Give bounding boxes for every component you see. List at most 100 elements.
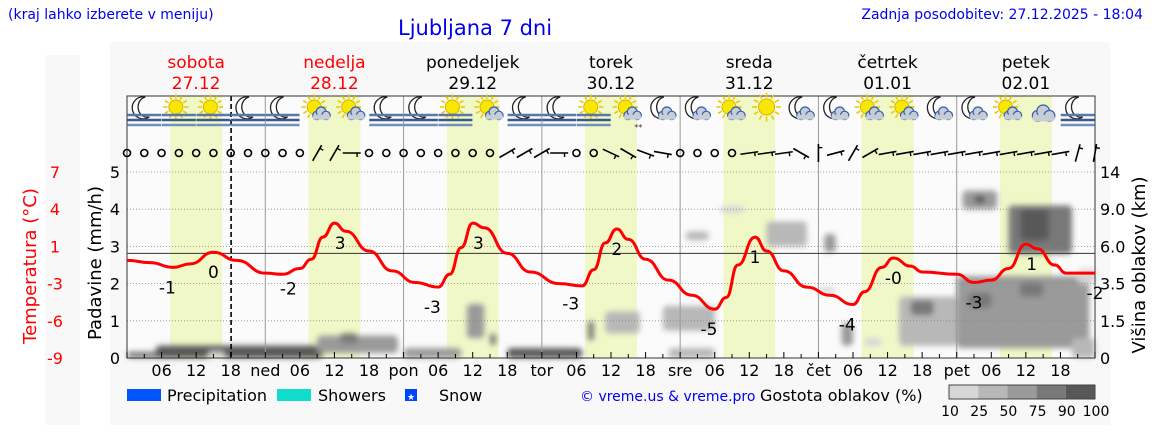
- sun-cloud-icon: [474, 94, 504, 121]
- day-date: 01.01: [863, 74, 912, 94]
- wind-barb: [892, 151, 895, 157]
- cloud-area: [490, 333, 496, 346]
- wind-shaft: [878, 150, 897, 156]
- wind-calm-icon: [243, 148, 253, 158]
- sun-ray: [321, 100, 326, 104]
- wind-barb: [545, 149, 550, 155]
- sun-ray: [213, 95, 218, 101]
- fog-icon: [231, 113, 265, 127]
- cloud-icon: [657, 106, 677, 121]
- wind-shaft: [533, 147, 551, 159]
- temp-tick-label: -9: [47, 349, 63, 368]
- cloud-base: [796, 114, 815, 120]
- x-hour-label: 06: [428, 361, 448, 380]
- x-hour-label: 06: [981, 361, 1001, 380]
- wind-barb-icon: [913, 150, 932, 157]
- wind-barb-icon: [847, 144, 860, 162]
- sun-ray: [998, 113, 1003, 119]
- sun-ray: [860, 95, 864, 101]
- x-day-label: tor: [531, 361, 554, 380]
- fog-icon: [127, 113, 162, 127]
- wind-calm-icon: [572, 148, 581, 158]
- wind-barb: [319, 147, 324, 151]
- density-swatch: [1036, 385, 1066, 399]
- sun-disc: [583, 99, 599, 115]
- sun-ray: [199, 100, 204, 104]
- cloud-area: [507, 348, 583, 358]
- wind-shaft: [499, 147, 516, 159]
- moon-icon: [269, 96, 288, 120]
- wind-barb-icon: [311, 144, 324, 162]
- wind-barb-icon: [533, 147, 551, 159]
- sun-ray: [579, 100, 584, 104]
- wind-barb: [771, 152, 774, 157]
- cloud-area: [968, 292, 992, 308]
- wind-calm-icon: [174, 148, 184, 158]
- cloud-icon: [623, 106, 642, 121]
- cloud-base: [623, 114, 642, 120]
- cloud-icon: [692, 106, 712, 121]
- day-name: torek: [589, 53, 633, 73]
- cloud-icon: [312, 106, 331, 121]
- cloud-base: [935, 114, 953, 120]
- cloud-height-tick-label: 14: [1100, 163, 1120, 182]
- wind-barb-icon: [342, 152, 361, 157]
- moon-fog-icon: [1060, 96, 1095, 127]
- x-hour-label: 06: [151, 361, 171, 380]
- wind-calm-icon: [209, 148, 218, 158]
- wind-shaft: [1034, 150, 1053, 156]
- wind-barb-icon: [999, 150, 1018, 157]
- density-tick-label: 25: [970, 404, 988, 420]
- sun-ray: [475, 110, 481, 114]
- sun-ray: [475, 100, 481, 104]
- wind-calm-icon: [399, 148, 408, 158]
- fog-icon: [507, 113, 542, 127]
- wind-calm-icon: [260, 148, 270, 158]
- sun-ray: [717, 110, 723, 114]
- fog-icon: [369, 113, 404, 127]
- moon-fog-icon: [542, 96, 577, 127]
- day-date: 02.01: [1002, 74, 1051, 94]
- x-hour-label: 18: [912, 361, 932, 380]
- wind-barb: [944, 151, 947, 157]
- x-hour-label: 12: [463, 361, 483, 380]
- sun-cloud-icon: [854, 94, 884, 121]
- temp-tick-label: 4: [50, 200, 60, 219]
- precip-tick-label: 3: [110, 237, 120, 256]
- x-day-label: pet: [944, 361, 970, 380]
- sun-disc: [758, 98, 776, 116]
- wind-barb-icon: [964, 150, 984, 157]
- cloud-area: [155, 345, 323, 358]
- moon-fog-icon: [231, 96, 265, 127]
- temperature-label: 0: [208, 263, 219, 283]
- day-name: sobota: [167, 53, 225, 73]
- cloud-area: [766, 221, 807, 247]
- x-hour-label: 06: [843, 361, 863, 380]
- temperature-label: -4: [839, 316, 856, 336]
- credit-link[interactable]: © vreme.us & vreme.pro: [580, 389, 755, 405]
- sun-ray: [890, 110, 895, 114]
- precipitation-legend-label: Precipitation: [167, 386, 267, 405]
- sun-ray: [352, 95, 356, 101]
- cloud-area: [841, 323, 853, 346]
- wind-calm-icon: [589, 148, 599, 158]
- x-hour-label: 06: [566, 361, 586, 380]
- wind-barb: [753, 152, 756, 157]
- wind-barb-icon: [982, 150, 1001, 157]
- wind-calm-icon: [381, 148, 391, 158]
- wind-barb: [1095, 146, 1100, 150]
- wind-barb: [840, 151, 843, 156]
- wind-calm-icon: [278, 148, 287, 158]
- moon-cloud-icon: [926, 96, 954, 121]
- x-day-label: ned: [250, 361, 280, 380]
- wind-barb-icon: [826, 149, 845, 157]
- x-hour-label: 06: [705, 361, 725, 380]
- cloud-area: [662, 305, 715, 331]
- cloud-base: [1032, 114, 1055, 122]
- day-date: 31.12: [725, 74, 774, 94]
- cloud-height-axis-title: Višina oblakov (km): [1129, 176, 1150, 353]
- cloud-area: [317, 335, 398, 354]
- temperature-label: -2: [1087, 284, 1104, 304]
- wind-barb: [528, 149, 532, 155]
- snow-star-icon: ★: [407, 393, 415, 403]
